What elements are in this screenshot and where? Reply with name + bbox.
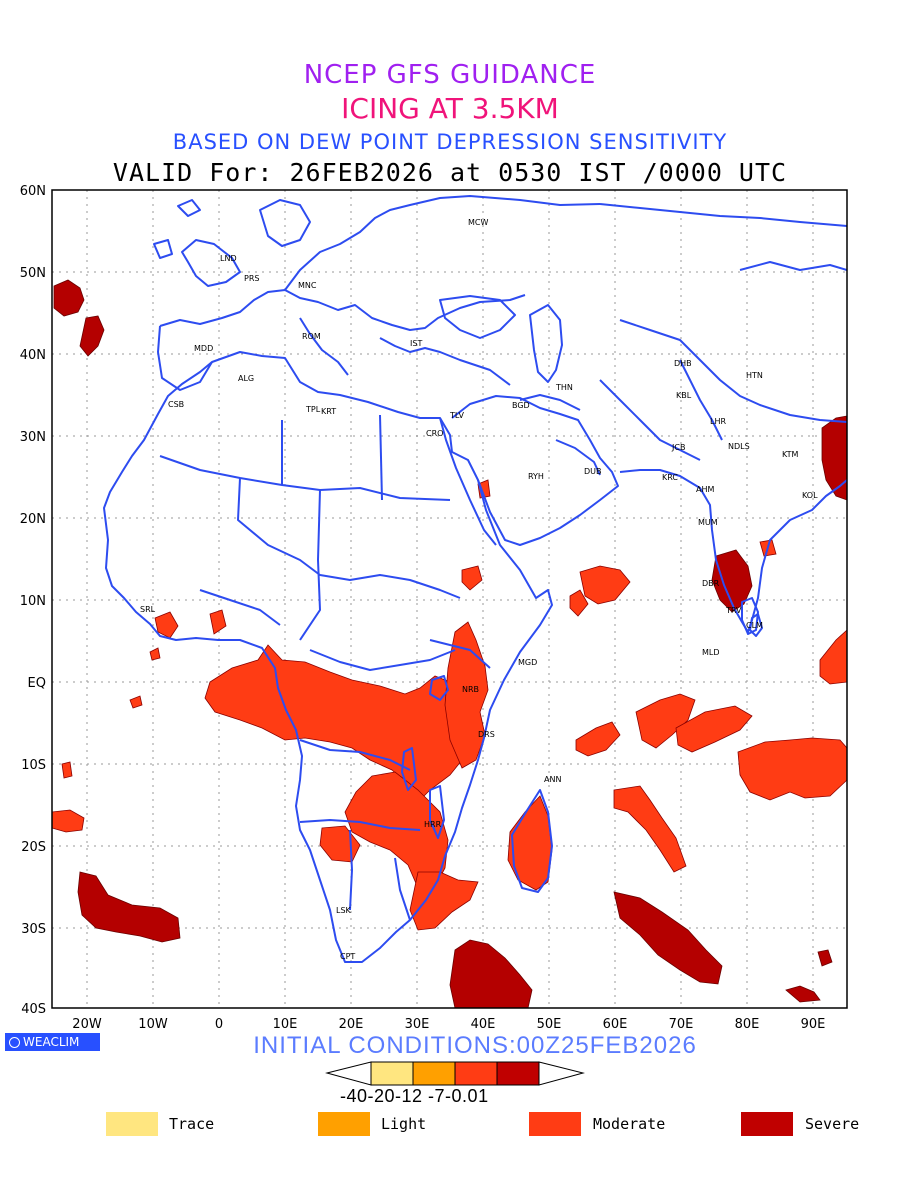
longitude-labels: 20W 10W 0 10E 20E 30E 40E 50E 60E 70E 80… [72, 1017, 826, 1032]
city-label: NDLS [728, 442, 750, 451]
city-labels: MCW LND PRS MNC ROM MDD IST ALG CSB TPL … [140, 218, 818, 961]
lon-label: 20E [339, 1017, 364, 1030]
city-label: KRT [321, 407, 336, 416]
colorbar [325, 1061, 585, 1086]
city-label: CPT [340, 952, 355, 961]
city-label: KOL [802, 491, 818, 500]
city-label: CRO [426, 429, 443, 438]
city-label: RYH [528, 472, 544, 481]
city-label: MGD [518, 658, 537, 667]
legend-swatch [741, 1112, 793, 1136]
city-label: LND [220, 254, 237, 263]
latitude-labels: 60N 50N 40N 30N 20N 10N EQ 10S 20S 30S 4… [20, 184, 46, 1017]
colorbar-trace [370, 1061, 414, 1086]
lat-label: 40N [20, 348, 46, 363]
city-label: CLM [746, 621, 763, 630]
city-label: MDD [194, 344, 213, 353]
city-label: DRS [478, 730, 495, 739]
legend-swatch [106, 1112, 158, 1136]
lat-label: 30S [21, 922, 46, 937]
city-label: KTM [782, 450, 799, 459]
city-label: NRB [462, 685, 479, 694]
legend-label: Moderate [593, 1115, 666, 1133]
lon-label: 10E [273, 1017, 298, 1030]
logo-circle-icon [9, 1037, 20, 1048]
city-label: KRC [662, 473, 678, 482]
city-label: PRS [244, 274, 259, 283]
weaclim-logo: WEACLIM [5, 1033, 100, 1051]
city-label: SRL [140, 605, 156, 614]
city-label: DBR [702, 579, 720, 588]
lat-label: EQ [28, 676, 46, 691]
city-label: MLD [702, 648, 720, 657]
lon-label: 80E [735, 1017, 760, 1030]
city-label: THN [555, 383, 573, 392]
colorbar-severe [496, 1061, 540, 1086]
lon-label: 50E [537, 1017, 562, 1030]
lon-label: 60E [603, 1017, 628, 1030]
city-label: MCW [468, 218, 488, 227]
city-label: HTN [746, 371, 763, 380]
lat-label: 60N [20, 184, 46, 199]
city-label: MNC [298, 281, 317, 290]
city-label: BGD [512, 401, 530, 410]
initial-conditions: INITIAL CONDITIONS:00Z25FEB2026 [253, 1032, 697, 1059]
city-label: JCB [671, 443, 685, 452]
legend-label: Trace [169, 1115, 215, 1133]
lon-label: 90E [801, 1017, 826, 1030]
icing-map: 60N 50N 40N 30N 20N 10N EQ 10S 20S 30S 4… [0, 180, 900, 1032]
legend-swatch [318, 1112, 370, 1136]
title-line-3: BASED ON DEW POINT DEPRESSION SENSITIVIT… [172, 130, 728, 154]
map-frame [51, 189, 848, 1009]
city-label: AHM [696, 485, 714, 494]
city-label: ALG [238, 374, 254, 383]
city-label: LSK [336, 906, 352, 915]
lon-label: 40E [471, 1017, 496, 1030]
city-label: ROM [302, 332, 321, 341]
city-label: ANN [544, 775, 561, 784]
coastlines [103, 195, 847, 963]
lat-label: 30N [20, 430, 46, 445]
valid-time: VALID For: 26FEB2026 at 0530 IST /0000 U… [112, 158, 788, 187]
lon-label: 10W [138, 1017, 168, 1030]
title-line-2: ICING AT 3.5KM [341, 92, 559, 125]
city-label: DUB [584, 467, 602, 476]
icing-severe-areas [53, 279, 847, 1008]
lon-label: 70E [669, 1017, 694, 1030]
city-label: TLV [449, 411, 464, 420]
lat-label: 10N [20, 594, 46, 609]
city-label: CSB [168, 400, 184, 409]
title-line-1: NCEP GFS GUIDANCE [303, 60, 597, 90]
city-label: MUM [698, 518, 718, 527]
lat-label: 20N [20, 512, 46, 527]
city-label: HRR [424, 820, 442, 829]
map-svg: 60N 50N 40N 30N 20N 10N EQ 10S 20S 30S 4… [20, 184, 848, 1032]
colorbar-left-arrow [325, 1061, 372, 1086]
colorbar-right-arrow [538, 1061, 585, 1086]
city-label: TRV [725, 606, 742, 615]
colorbar-moderate [454, 1061, 498, 1086]
icing-moderate-areas [52, 479, 847, 931]
lat-label: 10S [21, 758, 46, 773]
lat-label: 40S [21, 1002, 46, 1017]
colorbar-labels: -40-20-12 -7-0.01 [340, 1086, 489, 1106]
city-label: DHB [674, 359, 692, 368]
lon-label: 30E [405, 1017, 430, 1030]
city-label: TPL [305, 405, 321, 414]
legend-label: Severe [805, 1115, 860, 1133]
city-label: LHR [710, 417, 726, 426]
logo-text: WEACLIM [23, 1035, 80, 1049]
city-label: KBL [676, 391, 692, 400]
city-label: IST [410, 339, 422, 348]
legend-label: Light [381, 1115, 427, 1133]
lon-label: 0 [215, 1017, 223, 1030]
lat-label: 20S [21, 840, 46, 855]
lon-label: 20W [72, 1017, 102, 1030]
colorbar-light [412, 1061, 456, 1086]
legend-swatch [529, 1112, 581, 1136]
lat-label: 50N [20, 266, 46, 281]
